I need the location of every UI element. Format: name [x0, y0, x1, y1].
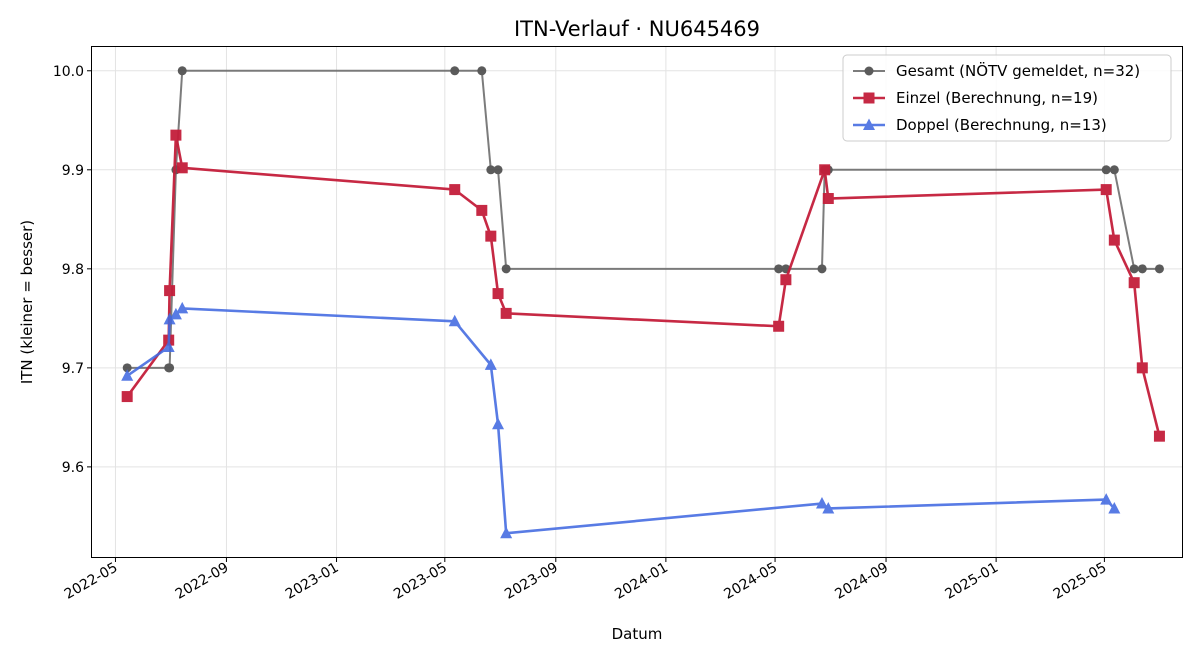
y-axis-label: ITN (kleiner = besser) [18, 220, 36, 384]
x-tick-label: 2025-05 [1051, 560, 1110, 603]
y-tick-label: 9.6 [62, 460, 84, 476]
data-point [1128, 277, 1140, 289]
data-point [448, 314, 461, 327]
data-point [1136, 362, 1148, 374]
data-point [176, 301, 189, 314]
data-point [1100, 184, 1112, 196]
y-tick-label: 9.7 [62, 361, 84, 377]
x-tick-label: 2023-09 [502, 560, 561, 603]
data-point [485, 230, 497, 242]
y-tick-label: 9.8 [62, 262, 84, 278]
data-point [822, 501, 835, 514]
series-line [126, 307, 1116, 535]
legend-entry [853, 66, 885, 76]
x-tick-label: 2022-05 [62, 560, 121, 603]
data-point [177, 66, 187, 76]
data-point [163, 312, 176, 325]
legend-entry [853, 92, 885, 104]
data-point [500, 307, 512, 319]
data-point [1129, 264, 1139, 274]
x-tick-label: 2024-05 [721, 560, 780, 603]
data-point [501, 264, 511, 274]
data-point [176, 162, 188, 174]
data-point [162, 340, 175, 353]
data-point [819, 164, 831, 176]
data-point [492, 288, 504, 300]
y-axis: 9.6 9.7 9.8 9.9 10.0 [53, 64, 92, 476]
data-point [1108, 501, 1121, 514]
data-point [486, 165, 496, 175]
series-layer [121, 66, 1165, 539]
data-point [477, 66, 487, 76]
legend-marker [863, 118, 875, 130]
data-point [450, 66, 460, 76]
data-point [500, 526, 513, 539]
plot-frame [91, 46, 1183, 558]
data-point [1101, 165, 1111, 175]
data-point [121, 391, 133, 403]
data-point [1137, 264, 1147, 274]
data-point [822, 193, 834, 205]
legend-entry [853, 118, 885, 130]
x-axis: 2022-05 2022-09 2023-01 2023-05 2023-09 2024-… [62, 557, 1110, 603]
data-point [817, 264, 827, 274]
x-axis-label: Datum [612, 625, 663, 643]
series-square [121, 129, 1165, 442]
data-point [1153, 430, 1165, 442]
legend-label: Doppel (Berechnung, n=13) [896, 116, 1107, 134]
x-tick-label: 2024-01 [612, 560, 671, 603]
data-point [1108, 234, 1120, 246]
data-point [484, 358, 497, 370]
data-point [169, 307, 182, 320]
x-tick-label: 2024-09 [832, 560, 891, 603]
data-point [815, 497, 828, 509]
legend: Gesamt (NÖTV gemeldet, n=32) Einzel (Bere… [842, 54, 1172, 142]
y-tick-label: 9.9 [62, 163, 84, 179]
legend-marker [863, 92, 875, 104]
data-point [170, 129, 182, 141]
data-point [122, 363, 132, 373]
legend-frame [842, 54, 1172, 142]
data-point [449, 184, 461, 196]
y-tick-label: 10.0 [53, 64, 84, 80]
series-line [126, 133, 1161, 437]
x-tick-label: 2023-01 [283, 560, 342, 603]
chart-title: ITN-Verlauf · NU645469 [514, 17, 760, 41]
data-point [780, 274, 792, 286]
data-point [476, 204, 488, 216]
data-point [1109, 165, 1119, 175]
data-point [493, 165, 503, 175]
data-point [165, 363, 175, 373]
legend-label: Einzel (Berechnung, n=19) [896, 89, 1098, 107]
data-point [774, 264, 784, 274]
data-point [121, 369, 134, 381]
x-tick-label: 2025-01 [942, 560, 1001, 603]
x-tick-label: 2023-05 [391, 560, 450, 603]
data-point [492, 417, 505, 430]
data-point [164, 285, 176, 297]
data-point [773, 320, 785, 332]
legend-label: Gesamt (NÖTV gemeldet, n=32) [896, 61, 1140, 80]
data-point [1100, 493, 1113, 505]
series-triangle [121, 301, 1121, 539]
data-point [1154, 264, 1164, 274]
x-tick-label: 2022-09 [173, 560, 232, 603]
legend-marker [864, 66, 874, 76]
